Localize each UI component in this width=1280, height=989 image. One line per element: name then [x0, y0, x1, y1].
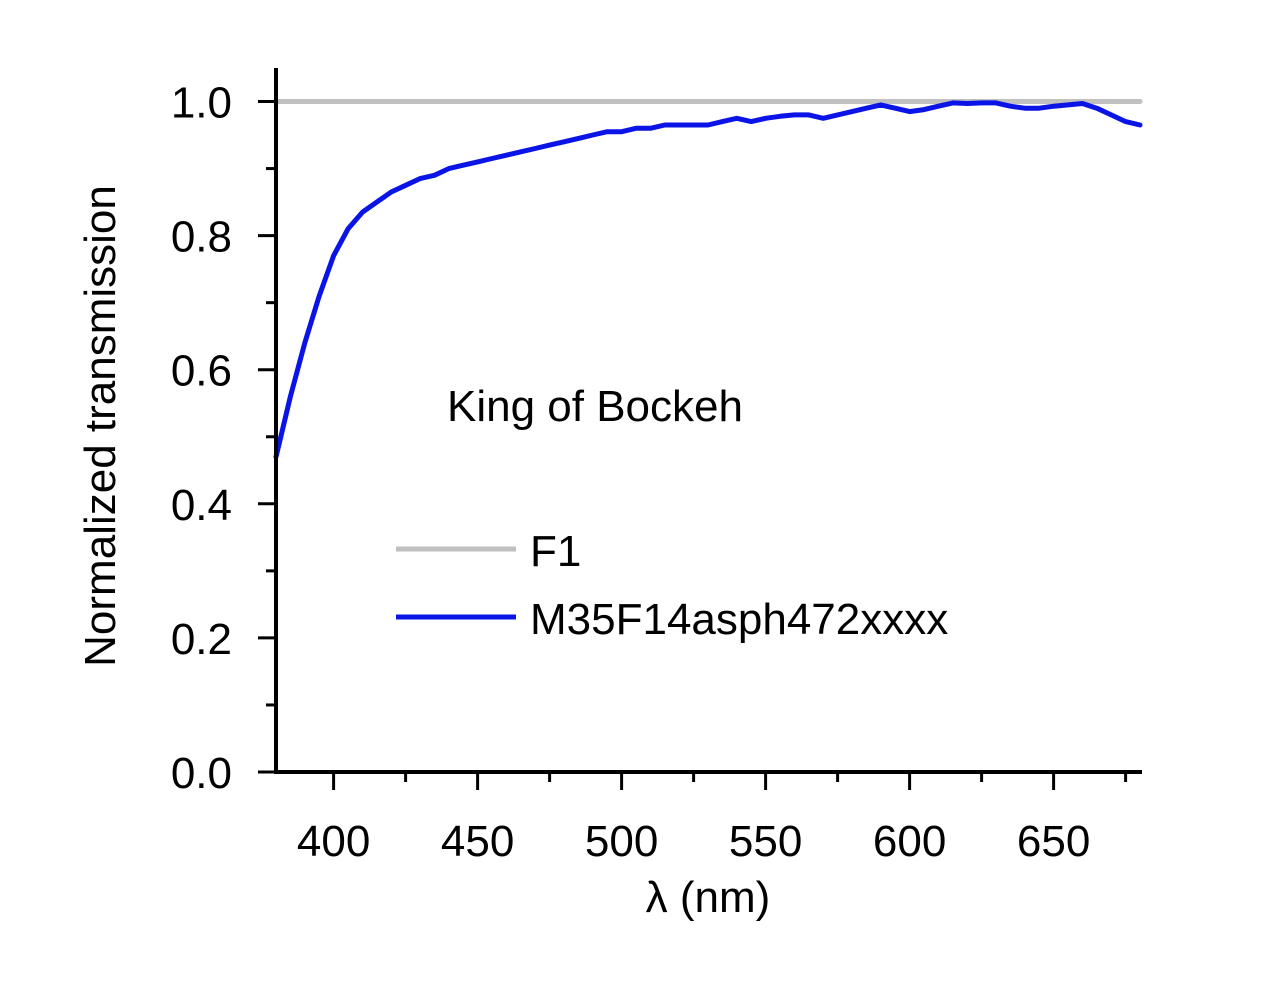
annotation-text: King of Bockeh: [447, 382, 743, 431]
ticks-layer: 400 450 500 550 600 650 0.0 0.2 0.4 0.6 0.8 1.0: [171, 79, 1128, 866]
axes-layer: [274, 68, 1142, 774]
x-tick-label: 450: [441, 817, 514, 866]
x-tick-label: 400: [297, 817, 370, 866]
x-tick-label: 650: [1017, 817, 1090, 866]
x-tick-label: 500: [585, 817, 658, 866]
series-line-1: [273, 100, 1143, 460]
legend-label-m35: M35F14asph472xxxx: [530, 595, 948, 644]
y-tick-label: 0.6: [171, 347, 232, 396]
x-tick-label: 600: [873, 817, 946, 866]
y-tick-label: 0.4: [171, 481, 232, 530]
x-tick-label: 550: [729, 817, 802, 866]
legend: F1 M35F14asph472xxxx: [396, 527, 948, 644]
y-tick-label: 0.8: [171, 213, 232, 262]
y-tick-label: 0.2: [171, 615, 232, 664]
x-axis-title: λ (nm): [646, 873, 771, 922]
y-tick-label: 1.0: [171, 79, 232, 128]
y-tick-label: 0.0: [171, 749, 232, 798]
y-axis-title: Normalized transmission: [76, 185, 125, 667]
series-layer: [273, 99, 1143, 460]
legend-label-f1: F1: [530, 527, 581, 576]
